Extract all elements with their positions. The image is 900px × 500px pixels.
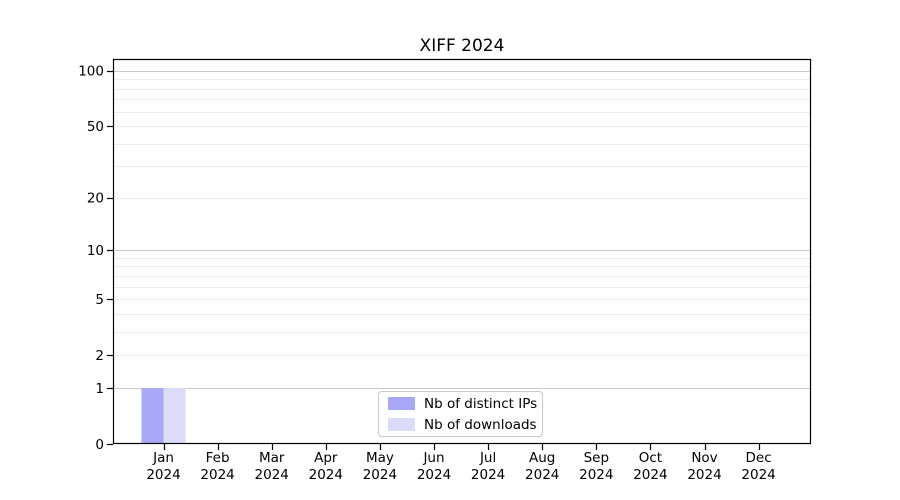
x-tick-label-month: Sep — [584, 450, 609, 466]
y-tick-label: 10 — [87, 243, 104, 259]
x-tick-label-year: 2024 — [363, 467, 397, 483]
x-tick-label-year: 2024 — [309, 467, 343, 483]
x-tick-label-month: Feb — [206, 450, 230, 466]
y-tick-label: 50 — [87, 119, 104, 135]
x-tick-label-year: 2024 — [579, 467, 613, 483]
x-tick-label-month: Dec — [746, 450, 772, 466]
x-tick-label-year: 2024 — [146, 467, 180, 483]
x-tick-label-month: Oct — [639, 450, 662, 466]
chart-title: XIFF 2024 — [419, 36, 505, 56]
x-tick-label-year: 2024 — [633, 467, 667, 483]
bar-downloads — [163, 387, 186, 444]
bar-distinct-ips — [141, 387, 164, 444]
x-tick-label-month: Jul — [479, 450, 496, 466]
legend: Nb of distinct IPs Nb of downloads — [378, 391, 543, 437]
plot-border — [112, 58, 812, 445]
x-tick-label-month: Jan — [152, 450, 174, 466]
y-tick-label: 100 — [78, 64, 104, 80]
x-tick-label-year: 2024 — [200, 467, 234, 483]
y-tick-label: 1 — [95, 381, 104, 397]
y-tick-label: 5 — [95, 292, 104, 308]
y-tick-label: 2 — [95, 348, 104, 364]
x-tick-label-year: 2024 — [525, 467, 559, 483]
legend-label-downloads: Nb of downloads — [424, 416, 537, 433]
legend-item-downloads: Nb of downloads — [388, 417, 542, 433]
y-tick-label: 0 — [95, 437, 104, 453]
legend-label-distinct-ips: Nb of distinct IPs — [424, 395, 538, 412]
y-tick-label: 20 — [87, 191, 104, 207]
legend-swatch-downloads — [388, 418, 415, 431]
x-tick-label-year: 2024 — [255, 467, 289, 483]
legend-item-distinct-ips: Nb of distinct IPs — [388, 396, 542, 412]
x-tick-label-month: Jun — [422, 450, 444, 466]
x-tick-label-year: 2024 — [471, 467, 505, 483]
x-tick-label-month: Aug — [529, 450, 555, 466]
x-tick-label-month: Mar — [259, 450, 285, 466]
legend-swatch-distinct-ips — [388, 397, 415, 410]
x-tick-label-year: 2024 — [687, 467, 721, 483]
x-tick-label-month: May — [366, 450, 394, 466]
x-tick-label-year: 2024 — [417, 467, 451, 483]
x-tick-label-year: 2024 — [741, 467, 775, 483]
x-tick-label-month: Apr — [314, 450, 338, 466]
x-tick-label-month: Nov — [691, 450, 717, 466]
